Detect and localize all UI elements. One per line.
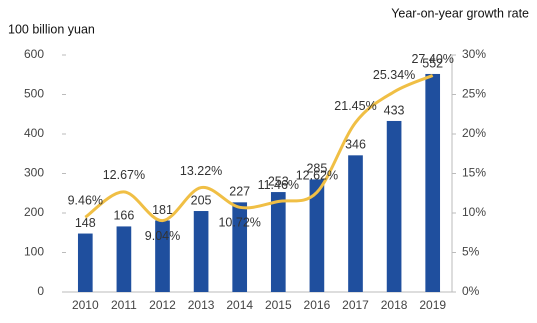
y2-axis-title: Year-on-year growth rate (391, 6, 529, 20)
bar-label: 148 (75, 216, 96, 230)
bar-label: 433 (384, 103, 405, 117)
y-tick-label: 0 (37, 284, 44, 298)
line-label: 25.34% (373, 68, 415, 82)
y2-tick-label: 20% (462, 126, 486, 140)
y-tick-label: 100 (24, 245, 44, 259)
bar (77, 233, 93, 292)
bar-label: 227 (229, 185, 250, 199)
bar-label: 346 (345, 138, 366, 152)
x-tick-label: 2015 (265, 298, 292, 312)
bar (155, 220, 170, 292)
y2-tick-label: 25% (462, 87, 486, 101)
line-label: 10.72% (218, 216, 260, 230)
y-axis-title: 100 billion yuan (8, 22, 95, 36)
y-tick-label: 500 (24, 87, 44, 101)
x-tick-label: 2018 (381, 298, 408, 312)
x-tick-label: 2010 (72, 298, 99, 312)
line-label: 12.67% (103, 168, 145, 182)
bar (232, 202, 248, 292)
bar (193, 211, 209, 292)
y2-tick-label: 30% (462, 47, 486, 61)
y-tick-label: 200 (24, 205, 44, 219)
y2-tick-label: 15% (462, 166, 486, 180)
y-tick-label: 400 (24, 126, 44, 140)
bar (386, 120, 402, 292)
y-tick-label: 300 (24, 166, 44, 180)
x-tick-label: 2019 (419, 298, 446, 312)
x-tick-label: 2012 (149, 298, 176, 312)
bar (116, 226, 132, 292)
y2-tick-label: 10% (462, 205, 486, 219)
line-label: 11.46% (258, 178, 299, 192)
x-tick-label: 2014 (226, 298, 253, 312)
bar (309, 179, 325, 292)
x-tick-label: 2016 (304, 298, 331, 312)
line-label: 9.46% (68, 194, 103, 208)
line-label: 12.62% (296, 169, 338, 183)
bar-label: 253 (268, 174, 289, 188)
x-tick-label: 2017 (342, 298, 369, 312)
bar (425, 73, 441, 293)
y-tick-label: 600 (24, 47, 44, 61)
y2-tick-label: 5% (462, 245, 480, 259)
line-label: 21.45% (334, 99, 376, 113)
bar-label: 181 (152, 203, 173, 217)
y2-tick-label: 0% (462, 284, 480, 298)
bar (270, 192, 286, 292)
bar-label: 166 (113, 209, 134, 223)
x-tick-label: 2011 (111, 298, 137, 312)
bar-label: 552 (422, 56, 443, 70)
line-label: 9.04% (145, 229, 180, 243)
growth-line (84, 74, 434, 223)
bar-label: 205 (191, 193, 212, 207)
line-label: 27.40% (411, 52, 453, 66)
x-tick-label: 2013 (188, 298, 215, 312)
line-label: 13.22% (180, 164, 222, 178)
bar-label: 285 (306, 162, 327, 176)
bar (348, 155, 363, 292)
